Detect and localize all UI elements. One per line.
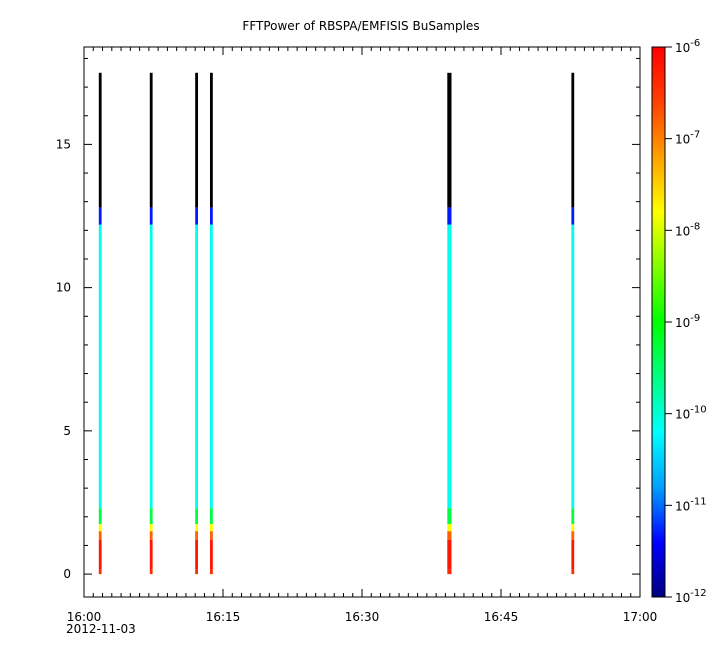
burst-4-segment-6 — [447, 207, 452, 225]
burst-1-segment-5 — [149, 224, 153, 509]
burst-2-segment-2 — [195, 531, 198, 540]
burst-3-segment-7 — [210, 72, 213, 208]
burst-5-segment-1 — [571, 539, 575, 570]
y-tick-label: 0 — [63, 567, 71, 581]
x-tick-label: 16:15 — [206, 610, 241, 624]
burst-4-segment-5 — [447, 224, 452, 509]
y-tick-label: 10 — [56, 281, 71, 295]
burst-3-segment-5 — [210, 224, 213, 509]
x-tick-label: 16:30 — [345, 610, 380, 624]
burst-2-segment-1 — [195, 539, 198, 570]
burst-5-segment-0 — [571, 569, 575, 575]
burst-1-segment-0 — [149, 569, 153, 575]
x-date-label: 2012-11-03 — [66, 622, 136, 636]
colorbar-tick-label: 10-6 — [675, 38, 700, 55]
burst-2-segment-6 — [195, 207, 198, 225]
burst-2-segment-3 — [195, 524, 198, 532]
burst-3-segment-0 — [210, 569, 213, 575]
burst-columns — [98, 72, 575, 575]
colorbar-tick-label: 10-9 — [675, 313, 700, 330]
plot-area — [83, 46, 641, 598]
y-axis: 0 5 10 15 — [56, 57, 640, 581]
chart-title: FFTPower of RBSPA/EMFISIS BuSamples — [242, 19, 479, 33]
burst-0-segment-2 — [98, 531, 102, 540]
burst-4-segment-7 — [447, 72, 452, 208]
x-tick-label: 17:00 — [623, 610, 658, 624]
burst-5-segment-6 — [571, 207, 575, 225]
burst-1-segment-3 — [149, 524, 153, 532]
burst-2-segment-7 — [195, 72, 198, 208]
burst-2-segment-4 — [195, 508, 198, 524]
burst-0-segment-3 — [98, 524, 102, 532]
colorbar — [651, 46, 666, 598]
burst-1-segment-4 — [149, 508, 153, 524]
burst-5-segment-3 — [571, 524, 575, 532]
colorbar-tick-label: 10-12 — [675, 588, 707, 605]
burst-2-segment-5 — [195, 224, 198, 509]
burst-0-segment-1 — [98, 539, 102, 570]
x-tick-label: 16:45 — [484, 610, 519, 624]
colorbar-axis: 10-12 10-11 10-10 10-9 10-8 10-7 10-6 — [665, 38, 707, 605]
burst-1-segment-1 — [149, 539, 153, 570]
x-tick-label: 16:00 — [67, 610, 102, 624]
colorbar-tick-label: 10-10 — [675, 405, 707, 422]
burst-4-segment-3 — [447, 524, 452, 532]
colorbar-tick-label: 10-11 — [675, 496, 707, 513]
colorbar-tick-label: 10-7 — [675, 130, 700, 147]
burst-5-segment-4 — [571, 508, 575, 524]
burst-4-segment-1 — [447, 539, 452, 570]
burst-0-segment-6 — [98, 207, 102, 225]
burst-3-segment-6 — [210, 207, 213, 225]
burst-5-segment-5 — [571, 224, 575, 509]
burst-0-segment-5 — [98, 224, 102, 509]
burst-3-segment-2 — [210, 531, 213, 540]
burst-3-segment-4 — [210, 508, 213, 524]
burst-1-segment-2 — [149, 531, 153, 540]
burst-1-segment-7 — [149, 72, 153, 208]
burst-5-segment-2 — [571, 531, 575, 540]
burst-3-segment-3 — [210, 524, 213, 532]
burst-3-segment-1 — [210, 539, 213, 570]
burst-0-segment-4 — [98, 508, 102, 524]
burst-0-segment-7 — [98, 72, 102, 208]
burst-4-segment-0 — [447, 569, 452, 575]
y-tick-label: 5 — [63, 424, 71, 438]
burst-2-segment-0 — [195, 569, 198, 575]
burst-4-segment-4 — [447, 508, 452, 524]
burst-0-segment-0 — [98, 569, 102, 575]
x-axis: 16:00 16:15 16:30 16:45 17:00 — [67, 47, 658, 624]
burst-4-segment-2 — [447, 531, 452, 540]
y-tick-label: 15 — [56, 137, 71, 151]
burst-1-segment-6 — [149, 207, 153, 225]
burst-5-segment-7 — [571, 72, 575, 208]
colorbar-tick-label: 10-8 — [675, 221, 700, 238]
